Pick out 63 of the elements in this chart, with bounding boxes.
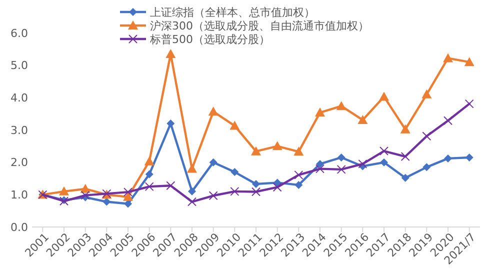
point: [400, 124, 410, 134]
y-tick-label: 0.0: [10, 220, 28, 234]
y-tick-label: 1.0: [10, 188, 28, 202]
point: [166, 120, 175, 128]
point: [123, 192, 133, 201]
point: [166, 49, 176, 58]
legend-label: 沪深300（选取成分股、自由流通市值加权）: [150, 19, 369, 32]
point: [144, 182, 154, 192]
point: [80, 190, 90, 200]
legend-label: 上证综指（全样本、总市值加权）: [150, 6, 315, 19]
point: [465, 153, 474, 162]
point: [230, 186, 240, 196]
point: [59, 186, 69, 196]
point: [230, 168, 239, 176]
point: [422, 89, 432, 98]
point: [316, 160, 324, 168]
y-tick-label: 2.0: [10, 156, 28, 170]
point: [464, 99, 474, 108]
point: [188, 187, 196, 196]
point: [443, 53, 453, 62]
point: [358, 159, 368, 168]
point: [422, 132, 432, 141]
point: [444, 154, 452, 162]
point: [188, 197, 196, 206]
point: [444, 116, 452, 126]
point: [294, 180, 303, 189]
point: [209, 158, 218, 166]
point: [316, 164, 324, 174]
point: [166, 181, 176, 190]
point: [336, 164, 346, 174]
point: [358, 114, 368, 124]
point: [252, 187, 260, 196]
y-tick-label: 6.0: [10, 26, 28, 40]
point: [337, 153, 346, 162]
point: [294, 170, 304, 180]
point: [464, 57, 474, 66]
point: [208, 106, 218, 116]
point: [272, 141, 282, 150]
point: [187, 164, 197, 173]
y-tick-label: 3.0: [10, 124, 28, 137]
point: [251, 146, 261, 156]
point: [124, 200, 132, 208]
y-tick-label: 5.0: [10, 59, 28, 72]
point: [208, 191, 218, 200]
point: [102, 198, 111, 206]
point: [252, 180, 260, 188]
legend-label: 标普500（选取成分股）: [149, 32, 270, 46]
point: [294, 146, 304, 156]
y-tick-label: 4.0: [10, 92, 28, 105]
point: [380, 146, 388, 156]
point: [380, 158, 388, 166]
point: [401, 174, 410, 182]
point: [336, 101, 346, 110]
point: [124, 188, 132, 197]
point: [230, 120, 240, 130]
point: [400, 152, 410, 162]
point: [144, 156, 154, 166]
point: [145, 170, 154, 178]
point: [272, 182, 282, 192]
point: [315, 108, 325, 117]
point: [273, 178, 282, 187]
point: [422, 163, 431, 172]
point: [379, 92, 389, 101]
